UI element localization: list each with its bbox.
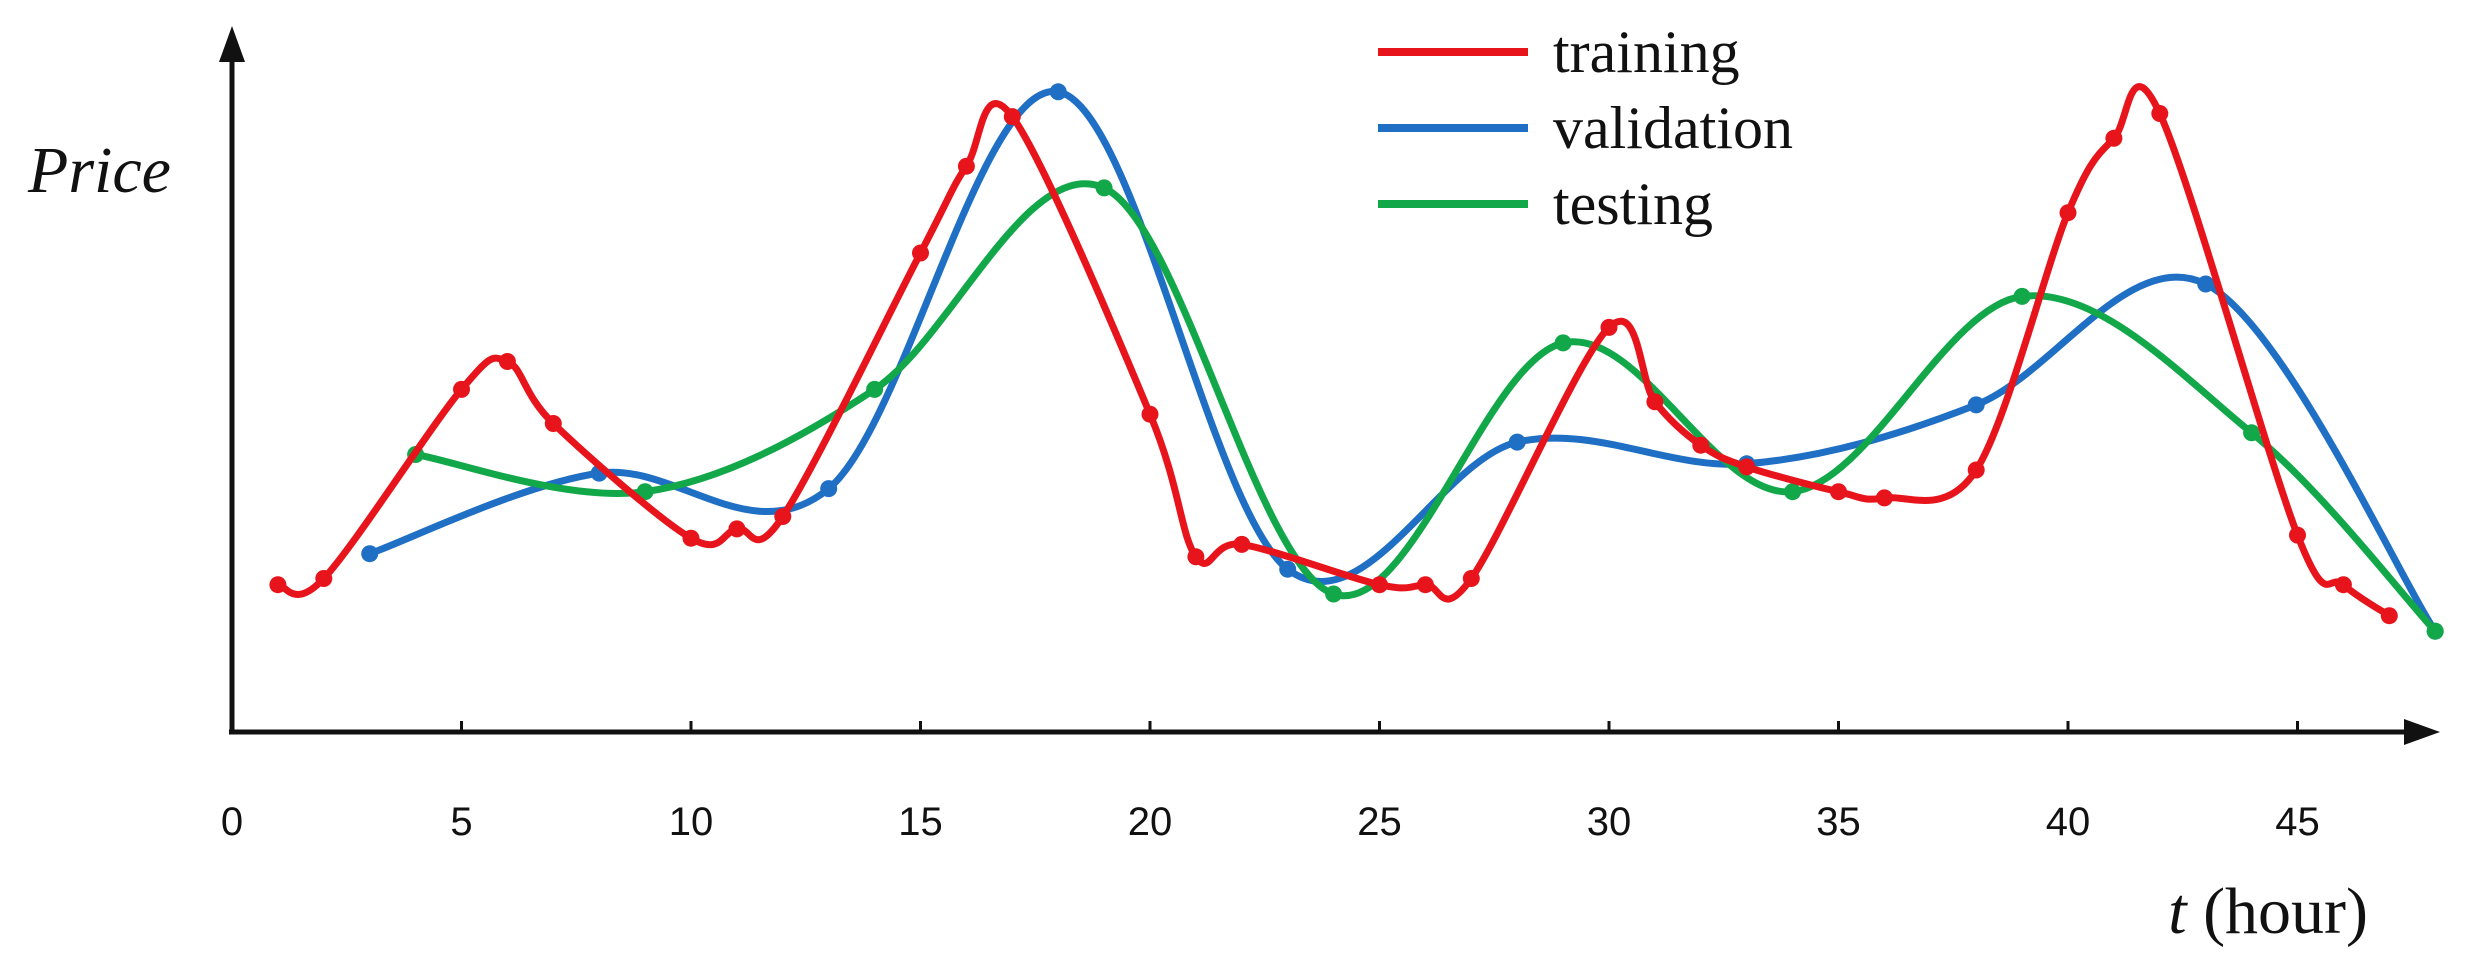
x-tick-label: 35	[1816, 800, 1861, 844]
training-point	[957, 157, 975, 175]
training-point	[1462, 570, 1480, 587]
x-tick-label: 25	[1357, 800, 1402, 844]
training-point	[1371, 576, 1388, 594]
validation-point	[1508, 433, 1526, 451]
training-point	[1187, 548, 1205, 566]
x-axis-label-variable: t	[2168, 875, 2188, 948]
validation-line	[366, 88, 2439, 635]
testing-point	[1325, 585, 1343, 603]
testing-point	[2013, 287, 2031, 305]
testing-point	[866, 380, 884, 398]
series-layer	[269, 83, 2444, 640]
training-point	[1830, 483, 1847, 501]
validation-point	[2197, 275, 2215, 293]
training-point	[2059, 204, 2077, 222]
x-axis-label-unit: (hour)	[2187, 875, 2368, 948]
legend-label-testing: testing	[1553, 171, 1713, 237]
training-point	[2380, 607, 2398, 625]
testing-point	[2426, 622, 2444, 640]
x-tick-label: 15	[898, 800, 943, 844]
training-point	[1967, 461, 1985, 479]
training-point	[2289, 526, 2306, 544]
training-point	[728, 520, 746, 538]
series-training	[269, 83, 2398, 625]
training-point	[1003, 108, 1021, 126]
training-point	[1141, 405, 1159, 423]
training-point	[1692, 436, 1710, 454]
training-point	[544, 415, 562, 432]
testing-point	[1095, 179, 1113, 197]
training-point	[269, 576, 287, 594]
testing-point	[636, 483, 654, 501]
training-point	[315, 570, 333, 587]
y-axis-label: Price	[27, 134, 171, 207]
testing-point	[1784, 483, 1802, 501]
training-point	[2105, 129, 2123, 147]
x-tick-label: 20	[1128, 800, 1173, 844]
validation-point	[1279, 560, 1297, 578]
validation-point	[1967, 396, 1985, 414]
x-tick-label: 30	[1587, 800, 1632, 844]
training-point	[2334, 576, 2352, 594]
testing-line	[412, 180, 2439, 635]
series-testing	[407, 179, 2444, 640]
x-tick-label: 5	[450, 800, 472, 844]
training-line	[274, 83, 2393, 620]
validation-point	[1049, 83, 1067, 101]
x-axis-arrow	[2404, 719, 2440, 745]
training-point	[1646, 393, 1664, 411]
validation-point	[361, 545, 379, 563]
x-axis-label: t (hour)	[2168, 875, 2368, 948]
training-point	[1600, 318, 1618, 336]
legend-label-training: training	[1553, 19, 1740, 85]
x-tick-label: 45	[2275, 800, 2320, 844]
validation-point	[820, 480, 838, 498]
training-point	[1738, 458, 1756, 476]
training-point	[453, 380, 470, 398]
x-tick-group: 0 5 10 15 20 25 30 35 40 45	[221, 721, 2320, 844]
training-point	[1233, 535, 1251, 553]
training-point	[912, 244, 929, 262]
training-point	[774, 508, 792, 525]
x-tick-label: 10	[669, 800, 714, 844]
testing-point	[2243, 424, 2261, 442]
training-point	[2151, 105, 2169, 122]
testing-point	[1554, 334, 1572, 352]
x-tick-label: 0	[221, 800, 243, 844]
legend: training validation testing	[1378, 19, 1793, 237]
training-point	[498, 353, 516, 370]
x-tick-label: 40	[2046, 800, 2091, 844]
training-point	[1875, 489, 1893, 507]
training-point	[682, 529, 700, 547]
y-axis-arrow	[219, 26, 245, 62]
legend-label-validation: validation	[1553, 95, 1793, 161]
training-point	[1416, 576, 1434, 594]
